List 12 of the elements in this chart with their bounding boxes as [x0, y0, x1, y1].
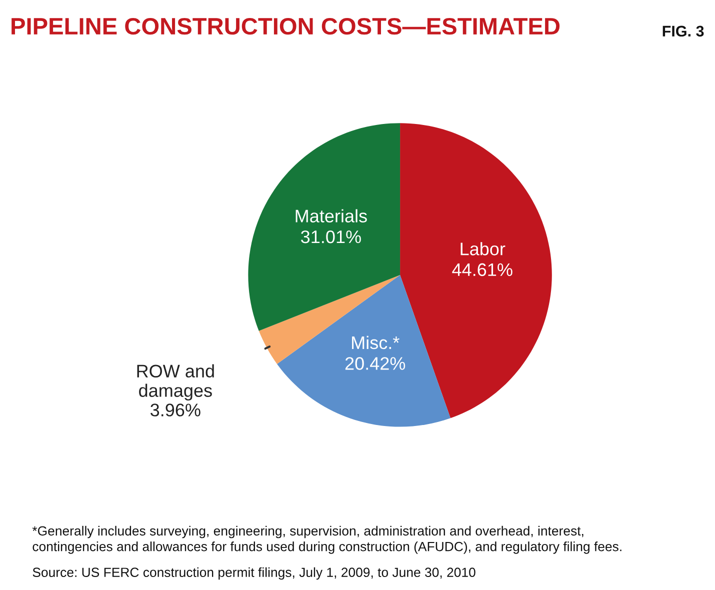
data-label: 44.61%: [452, 263, 512, 276]
data-label: 20.42%: [345, 357, 406, 370]
slice-label: Misc.*: [352, 336, 400, 350]
data-label: 3.96%: [150, 404, 200, 416]
data-label: 31.01%: [301, 230, 361, 244]
slice-label: ROW and damages: [137, 364, 214, 401]
slice-label: Labor: [460, 242, 506, 256]
slice-label: Materials: [296, 209, 367, 222]
text: *Generally includes surveying, engineering, supervision, administration and overhead, interest, contingencies and allowances for funds used during construction (AFUDC), and regulatory filing fees.: [32, 526, 622, 554]
caption: FIG. 3: [662, 26, 704, 37]
source-note: Source: US FERC construction permit filings, July 1, 2009, to June 30, 2010: [32, 567, 476, 580]
chart-title: PIPELINE CONSTRUCTION COSTS—ESTIMATED: [12, 18, 560, 35]
